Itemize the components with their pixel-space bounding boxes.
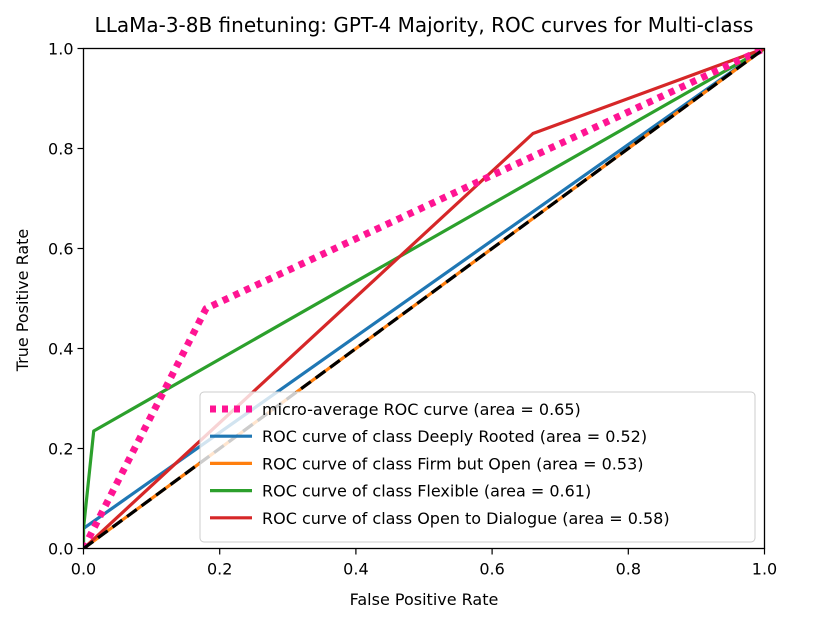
legend-label: ROC curve of class Flexible (area = 0.61… xyxy=(262,482,591,501)
x-axis-label: False Positive Rate xyxy=(350,590,499,609)
y-tick-label: 0.2 xyxy=(48,440,73,459)
chance-reference-line xyxy=(83,48,765,549)
x-tick-label: 0.8 xyxy=(616,560,641,579)
y-axis-ticks: 0.0 0.2 0.4 0.6 0.8 1.0 xyxy=(48,40,84,559)
x-tick-label: 0.2 xyxy=(207,560,232,579)
legend-label: ROC curve of class Open to Dialogue (are… xyxy=(262,509,670,528)
legend-box xyxy=(199,391,756,543)
x-tick-label: 0.6 xyxy=(479,560,504,579)
y-tick-label: 0.4 xyxy=(48,340,73,359)
legend-label: ROC curve of class Firm but Open (area =… xyxy=(262,454,644,473)
x-tick-label: 1.0 xyxy=(752,560,777,579)
legend: micro-average ROC curve (area = 0.65) ROC… xyxy=(199,391,756,543)
y-tick-label: 0.8 xyxy=(48,140,73,159)
legend-label: micro-average ROC curve (area = 0.65) xyxy=(262,400,581,419)
x-tick-label: 0.4 xyxy=(343,560,368,579)
series-line-roc-curve-of-class-deeply-rooted xyxy=(83,48,765,549)
chart-title: LLaMa-3-8B finetuning: GPT-4 Majority, R… xyxy=(95,13,754,37)
x-tick-label: 0.0 xyxy=(71,560,96,579)
x-axis-ticks: 0.0 0.2 0.4 0.6 0.8 1.0 xyxy=(71,548,777,579)
series-line-micro-average-roc-curve xyxy=(83,48,765,549)
legend-label: ROC curve of class Deeply Rooted (area =… xyxy=(262,427,647,446)
y-tick-label: 1.0 xyxy=(48,40,73,59)
series-line-roc-curve-of-class-flexible xyxy=(83,48,765,549)
y-axis-label: True Positive Rate xyxy=(13,229,32,373)
y-tick-label: 0.6 xyxy=(48,240,73,259)
plot-frame xyxy=(82,47,766,550)
y-tick-label: 0.0 xyxy=(48,540,73,559)
